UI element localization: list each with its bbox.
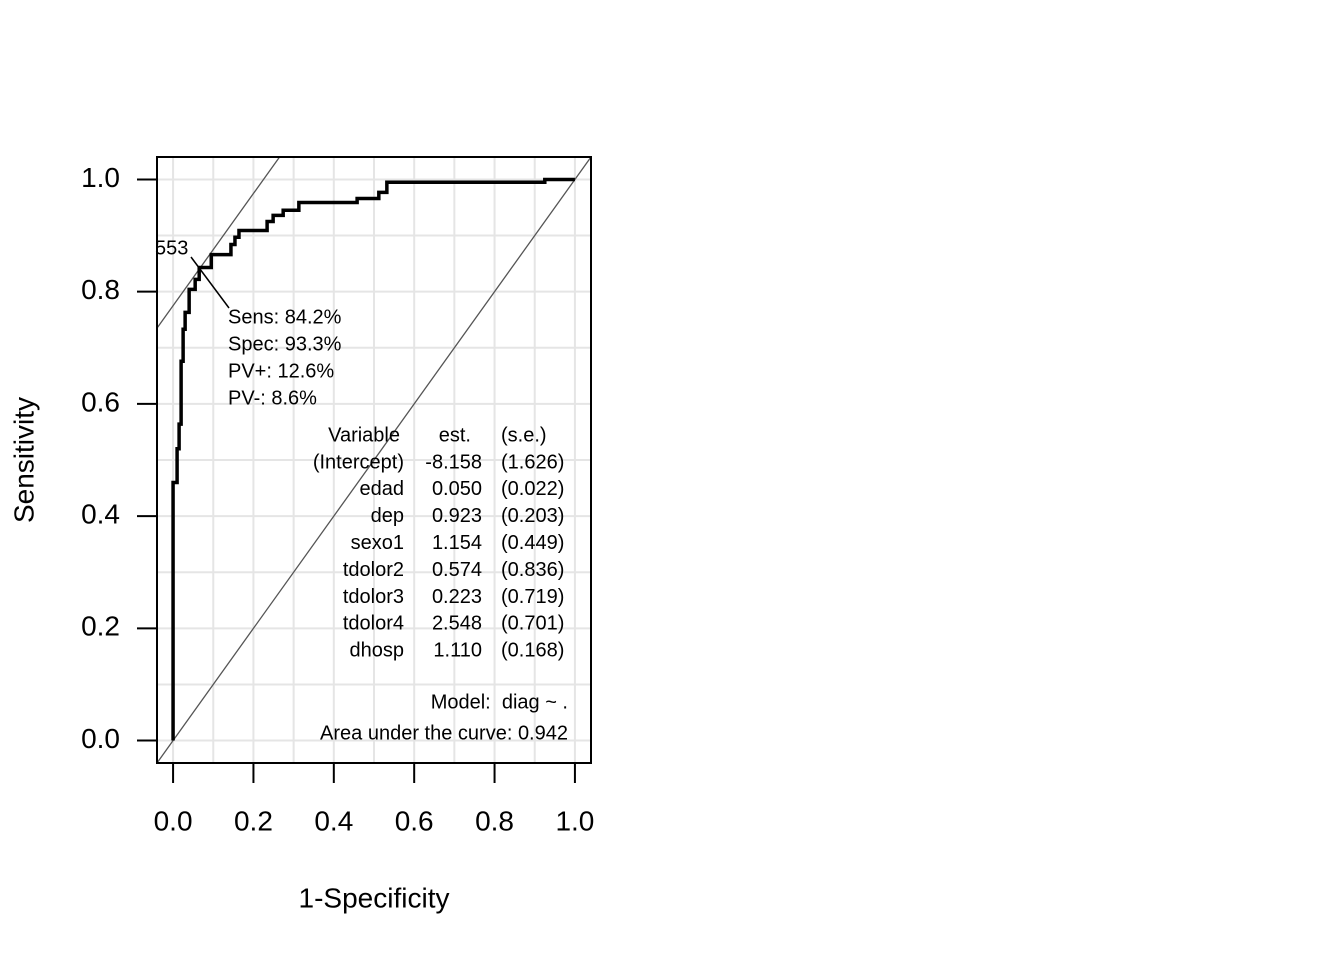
table-cell: dep [371, 505, 404, 527]
table-cell: (0.719) [501, 586, 564, 608]
x-tick-label: 0.0 [154, 805, 193, 836]
y-tick-label: 0.4 [81, 499, 120, 530]
x-tick-label: 0.8 [475, 805, 514, 836]
y-tick-label: 0.6 [81, 386, 120, 417]
table-cell: (0.701) [501, 613, 564, 635]
table-cell: 0.574 [432, 559, 482, 581]
cutpoint-stat: PV+: 12.6% [228, 360, 334, 382]
cutpoint-stat: Sens: 84.2% [228, 306, 342, 328]
y-tick-label: 0.0 [81, 723, 120, 754]
table-cell: 1.110 [433, 640, 482, 662]
y-tick-label: 1.0 [81, 162, 120, 193]
x-tick-label: 1.0 [555, 805, 594, 836]
table-cell: 0.223 [432, 586, 482, 608]
cutpoint-stat: Spec: 93.3% [228, 333, 342, 355]
x-tick-label: 0.6 [395, 805, 434, 836]
cutpoint-stat: PV-: 8.6% [228, 387, 317, 409]
x-axis-label: 1-Specificity [299, 882, 450, 913]
x-tick-label: 0.2 [234, 805, 273, 836]
table-cell: tdolor4 [343, 613, 404, 635]
table-cell: tdolor3 [343, 586, 404, 608]
table-cell: tdolor2 [343, 559, 404, 581]
table-cell: dhosp [350, 640, 405, 662]
y-tick-label: 0.2 [81, 611, 120, 642]
model-label: Model: diag ~ . [431, 691, 568, 713]
table-cell: (0.449) [501, 532, 564, 554]
cutpoint-label: 553 [155, 237, 188, 259]
table-header: (s.e.) [501, 424, 547, 446]
table-cell: sexo1 [351, 532, 404, 554]
reference-line [157, 157, 591, 763]
plot-frame [156, 156, 592, 764]
table-cell: (0.168) [501, 640, 564, 662]
x-tick-label: 0.4 [314, 805, 353, 836]
table-header: est. [439, 424, 471, 446]
auc-label: Area under the curve: 0.942 [320, 722, 568, 744]
table-cell: (1.626) [501, 451, 564, 473]
cutpoint-leader [190, 256, 230, 309]
table-cell: (0.022) [501, 478, 564, 500]
y-tick-label: 0.8 [81, 274, 120, 305]
table-cell: edad [360, 478, 405, 500]
table-cell: 0.050 [432, 478, 482, 500]
reference-line [157, 157, 281, 329]
table-cell: (0.836) [501, 559, 564, 581]
table-cell: (0.203) [501, 505, 564, 527]
table-header: Variable [328, 424, 400, 446]
table-cell: (Intercept) [313, 451, 404, 473]
table-cell: 0.923 [432, 505, 482, 527]
table-cell: 1.154 [432, 532, 482, 554]
y-axis-label: Sensitivity [8, 397, 39, 523]
table-cell: 2.548 [432, 613, 482, 635]
roc-curve [171, 177, 575, 741]
table-cell: -8.158 [425, 451, 482, 473]
